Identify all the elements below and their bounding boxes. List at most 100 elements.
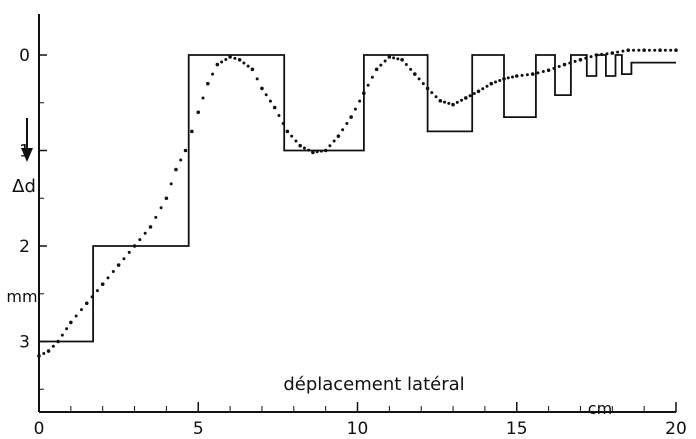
data-point: [60, 333, 64, 337]
data-point: [332, 139, 336, 143]
data-point: [573, 59, 577, 63]
data-point: [51, 344, 55, 348]
data-point: [127, 250, 131, 254]
data-point: [468, 94, 472, 98]
data-point: [552, 66, 556, 70]
data-point: [472, 92, 476, 96]
data-point: [272, 105, 277, 110]
data-point: [228, 55, 232, 59]
data-point: [621, 49, 625, 53]
data-point: [494, 80, 498, 84]
data-point: [370, 75, 374, 79]
data-point: [626, 48, 631, 53]
data-point: [268, 99, 272, 103]
data-point: [379, 63, 383, 67]
data-point: [421, 82, 425, 86]
data-point: [434, 95, 438, 99]
data-point: [302, 146, 306, 150]
x-unit-label: cm: [588, 399, 612, 418]
data-point: [311, 150, 315, 155]
data-point: [443, 100, 447, 104]
data-point: [290, 134, 294, 138]
data-point: [206, 81, 210, 86]
data-point: [169, 182, 173, 186]
step-line: [39, 54, 676, 343]
data-point: [307, 148, 311, 152]
data-point: [605, 52, 609, 56]
x-tick-label: 10: [347, 419, 369, 439]
data-point: [264, 93, 268, 97]
labels: déplacement latéral cm Δd mm: [6, 118, 612, 418]
data-point: [400, 57, 404, 62]
data-point: [69, 320, 73, 325]
data-point: [362, 91, 366, 95]
data-point: [594, 53, 599, 57]
data-point: [502, 77, 506, 81]
y-tick-label: 3: [19, 333, 30, 353]
data-point: [138, 238, 142, 242]
data-point: [154, 215, 158, 219]
data-point: [246, 64, 250, 68]
data-point: [383, 59, 387, 63]
x-tick-label: 20: [665, 419, 687, 439]
data-point: [413, 72, 417, 76]
data-point: [632, 48, 636, 52]
x-tick-label: 15: [506, 419, 528, 439]
data-point: [520, 73, 524, 77]
y-axis-label: Δd: [12, 176, 36, 197]
data-point: [46, 349, 51, 353]
data-point: [653, 48, 657, 52]
data-point: [116, 263, 121, 267]
data-point: [106, 276, 110, 280]
data-point: [74, 314, 78, 318]
y-tick-label: 0: [19, 46, 30, 66]
data-point: [65, 327, 69, 331]
data-point: [255, 77, 259, 81]
data-point: [425, 86, 430, 91]
data-point: [663, 48, 667, 52]
data-point: [336, 134, 341, 138]
data-point: [294, 139, 298, 143]
data-point: [277, 113, 281, 117]
data-point: [417, 77, 421, 81]
data-point: [56, 339, 60, 344]
data-point: [396, 57, 400, 61]
y-tick-label: 2: [19, 237, 30, 257]
data-point: [589, 55, 593, 59]
data-point: [637, 48, 641, 52]
data-point: [366, 83, 370, 87]
data-point: [511, 75, 515, 79]
data-point: [584, 56, 588, 60]
data-point: [438, 99, 443, 103]
data-point: [79, 308, 83, 312]
data-point: [525, 73, 529, 77]
data-point: [674, 48, 678, 53]
data-point: [281, 121, 285, 125]
data-point: [42, 351, 46, 355]
data-point: [610, 51, 615, 55]
data-point: [201, 96, 205, 100]
data-point: [642, 48, 646, 53]
data-point: [647, 48, 651, 52]
data-point: [546, 68, 551, 73]
data-point: [237, 57, 242, 62]
data-point: [132, 244, 137, 248]
data-point: [498, 78, 502, 82]
data-point: [404, 63, 408, 67]
data-point: [196, 110, 201, 115]
data-point: [387, 55, 392, 59]
data-point: [220, 60, 224, 64]
data-point: [353, 107, 357, 111]
data-point: [460, 98, 464, 102]
data-point: [190, 129, 194, 134]
data-point: [37, 354, 41, 358]
data-point: [669, 48, 673, 52]
data-point: [242, 61, 246, 65]
data-point: [481, 87, 485, 91]
step-series: [39, 54, 676, 343]
data-point: [143, 231, 147, 235]
dotted-series: [37, 48, 678, 358]
data-point: [345, 121, 349, 125]
data-point: [536, 71, 540, 75]
